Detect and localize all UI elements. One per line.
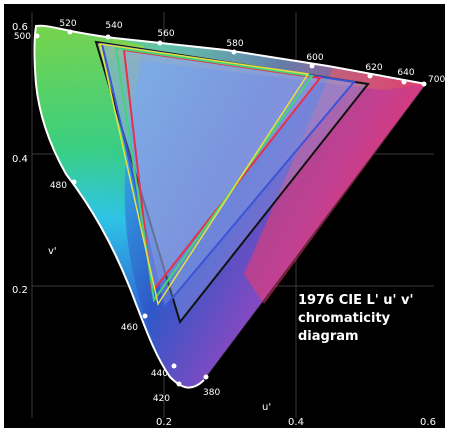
spectral-locus-top-band [104,38,426,90]
wavelength-label-420: 420 [153,394,170,404]
title-line-2: chromaticity [298,311,391,326]
spectral-locus-outline [33,24,427,389]
wavelength-label-440: 440 [151,369,168,379]
marker-620 [367,73,373,79]
marker-560 [157,40,163,46]
x-tick-0.2: 0.2 [156,417,172,428]
marker-460 [142,313,148,319]
wavelength-label-580: 580 [226,39,243,49]
wavelength-label-520: 520 [59,19,76,29]
marker-540 [105,34,111,40]
chromaticity-diagram-frame: 380 420 440 460 480 500 520 540 560 580 … [4,4,445,428]
marker-480 [71,179,77,185]
marker-380 [203,374,209,380]
x-axis-label: u' [262,402,271,413]
y-tick-0.2: 0.2 [12,285,28,296]
y-tick-0.4: 0.4 [12,154,28,165]
marker-640 [401,79,407,85]
wavelength-label-620: 620 [365,63,382,73]
x-tick-0.4: 0.4 [288,417,304,428]
marker-600 [309,63,315,69]
wavelength-label-560: 560 [157,29,174,39]
wavelength-label-600: 600 [306,53,323,63]
y-axis-label: v' [48,246,57,257]
chromaticity-diagram: 380 420 440 460 480 500 520 540 560 580 … [4,4,445,428]
gamut-triangle-yellow [99,43,310,306]
spectral-locus-green-cyan [34,25,170,378]
gamut-triangles [94,40,370,325]
wavelength-label-500: 500 [14,32,31,42]
marker-500 [34,33,40,39]
wavelength-label-460: 460 [121,323,138,333]
wavelength-label-480: 480 [50,181,67,191]
marker-520 [67,29,73,35]
wavelength-labels: 380 420 440 460 480 500 520 540 560 580 … [14,19,445,404]
y-tick-0.6: 0.6 [12,22,28,33]
marker-420 [176,381,182,387]
marker-580 [231,49,237,55]
x-tick-0.6: 0.6 [420,417,436,428]
spectral-locus-red-magenta [244,66,426,304]
marker-700 [421,81,427,87]
wavelength-label-540: 540 [105,21,122,31]
diagram-title: 1976 CIE L' u' v' chromaticity diagram [298,293,414,344]
title-line-1: 1976 CIE L' u' v' [298,293,414,308]
wavelength-markers [34,29,427,387]
wavelength-label-380: 380 [203,388,220,398]
marker-440 [171,363,177,369]
title-line-3: diagram [298,329,359,344]
wavelength-label-640: 640 [397,68,414,78]
purple-line [203,83,427,381]
wavelength-label-700: 700 [428,75,445,85]
